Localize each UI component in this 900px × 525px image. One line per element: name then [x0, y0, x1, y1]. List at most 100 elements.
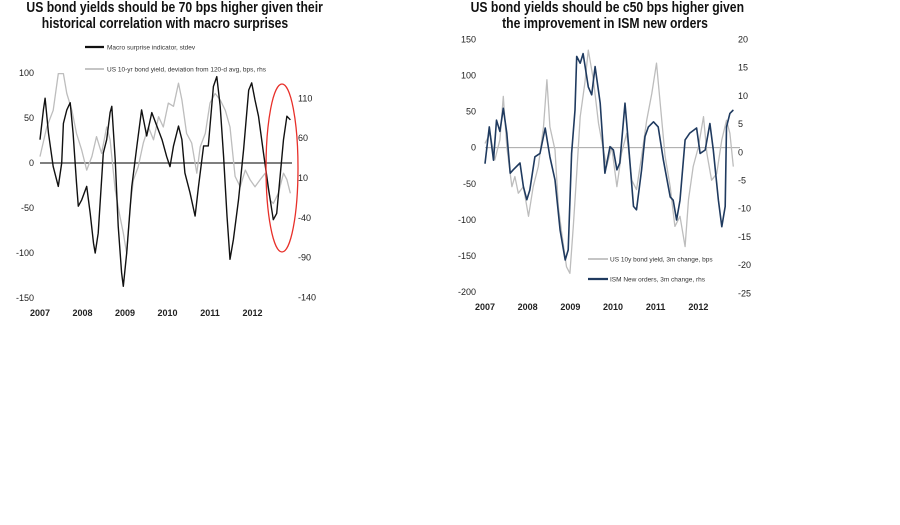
chart1-data-point	[136, 145, 138, 147]
chart2-y-left-tick-label: 50	[466, 107, 476, 117]
chart2-data-point	[506, 146, 508, 148]
chart2-data-point	[706, 153, 708, 154]
chart2-data-point	[599, 102, 601, 104]
chart1-data-point	[121, 272, 122, 274]
chart2-data-point	[718, 199, 719, 201]
chart1-highlight-ellipse	[265, 83, 299, 253]
chart2-x-tick-label: 2012	[688, 302, 708, 312]
chart1-data-point	[114, 189, 116, 191]
chart1-data-point	[123, 286, 124, 287]
chart2-data-point	[716, 173, 717, 174]
chart2-series-ism-new-orders-line	[484, 52, 734, 261]
chart1-data-point	[178, 125, 179, 127]
chart2-data-point	[538, 166, 539, 167]
chart2-data-point	[582, 53, 584, 54]
chart1-data-point	[216, 76, 218, 77]
chart2-data-point	[534, 156, 536, 158]
chart1-data-point	[109, 112, 111, 113]
chart2-y-left-tick-label: -100	[458, 215, 476, 225]
chart2-data-point	[559, 229, 561, 231]
chart1-title-line1: US bond yields should be 70 bps higher g…	[26, 0, 323, 16]
chart1-data-point	[76, 133, 77, 134]
chart2-data-point	[529, 189, 531, 191]
chart1-data-point	[168, 102, 169, 104]
chart2-data-point	[576, 173, 578, 174]
chart2-data-point	[724, 206, 726, 207]
chart2-data-point	[494, 159, 496, 161]
chart2-data-point	[616, 169, 618, 171]
chart2-data-point	[651, 93, 653, 94]
chart1-data-point	[142, 142, 144, 144]
chart2-y-right-tick-label: -25	[738, 288, 751, 298]
chart2-data-point	[712, 149, 714, 151]
chart2-data-point	[657, 126, 659, 128]
chart2-data-point	[567, 249, 569, 251]
chart2-data-point	[546, 79, 548, 81]
chart2-data-point	[609, 146, 611, 147]
chart1-y-left-tick-label: -150	[16, 293, 34, 303]
chart1-y-right-tick-label: -90	[298, 253, 311, 263]
chart1-x-tick-label: 2007	[30, 308, 50, 318]
chart2-x-tick-label: 2007	[475, 302, 495, 312]
chart2-data-point	[564, 259, 566, 261]
chart1-data-point	[86, 186, 88, 187]
chart1-x-tick-label: 2010	[157, 308, 177, 318]
chart2-data-point	[733, 109, 734, 111]
chart1-data-point	[203, 145, 204, 147]
chart1-data-point	[268, 189, 269, 191]
chart1-data-point	[196, 172, 198, 174]
chart1-data-point	[283, 172, 284, 174]
chart2-data-point	[619, 162, 621, 164]
chart1-data-point	[93, 242, 94, 244]
chart1-data-point	[137, 166, 139, 168]
chart2-data-point	[646, 119, 648, 121]
chart2-data-point	[601, 139, 602, 141]
chart2-data-point	[591, 94, 592, 96]
chart1-data-point	[66, 93, 68, 94]
chart1-data-point	[146, 135, 147, 137]
chart1-data-point	[173, 145, 174, 147]
chart2-data-point	[506, 132, 508, 134]
chart1-series-bond-yield-line	[39, 72, 291, 255]
chart1-data-point	[44, 97, 46, 99]
chart1-data-point	[249, 179, 251, 180]
chart1-data-point	[161, 139, 163, 140]
chart1-data-point	[258, 115, 259, 117]
chart1-data-point	[233, 239, 234, 240]
chart1-y-right-tick-label: -40	[298, 213, 311, 223]
chart2-data-point	[598, 122, 599, 124]
chart1-data-point	[131, 186, 133, 187]
chart2-data-point	[624, 102, 626, 104]
chart2-data-point	[636, 209, 637, 211]
chart1-data-point	[208, 145, 209, 147]
chart2-data-point	[692, 166, 694, 167]
chart2-data-point	[579, 116, 581, 117]
chart2-legend-label: US 10y bond yield, 3m change, bps	[610, 257, 713, 264]
chart1-x-tick-label: 2011	[200, 308, 220, 318]
chart1-data-point	[243, 149, 244, 150]
chart1-data-point	[186, 133, 187, 134]
chart1-data-point	[123, 232, 124, 234]
chart1-data-point	[286, 179, 288, 180]
chart1-data-point	[109, 139, 111, 141]
chart2-data-point	[733, 166, 734, 167]
chart2-data-point	[554, 179, 556, 181]
chart2-data-point	[499, 131, 501, 132]
chart2-data-point	[584, 83, 586, 84]
chart2-y-left-tick-label: 150	[461, 34, 476, 44]
chart2-data-point	[514, 176, 516, 177]
chart2-data-point	[648, 126, 649, 128]
chart2-x-tick-label: 2011	[646, 302, 666, 312]
chart2-y-right-tick-label: 5	[738, 119, 743, 129]
chart2-data-point	[604, 172, 606, 174]
chart1-data-point	[43, 109, 44, 111]
chart1-data-point	[48, 133, 49, 134]
chart2-data-point	[628, 142, 629, 144]
chart1-data-point	[225, 109, 226, 111]
chart2-data-point	[488, 126, 490, 128]
chart1-data-point	[46, 126, 48, 128]
chart2-data-point	[523, 186, 524, 188]
chart2-y-right-tick-label: -15	[738, 232, 751, 242]
chart1-data-point	[141, 109, 142, 111]
chart2-data-point	[571, 153, 572, 154]
